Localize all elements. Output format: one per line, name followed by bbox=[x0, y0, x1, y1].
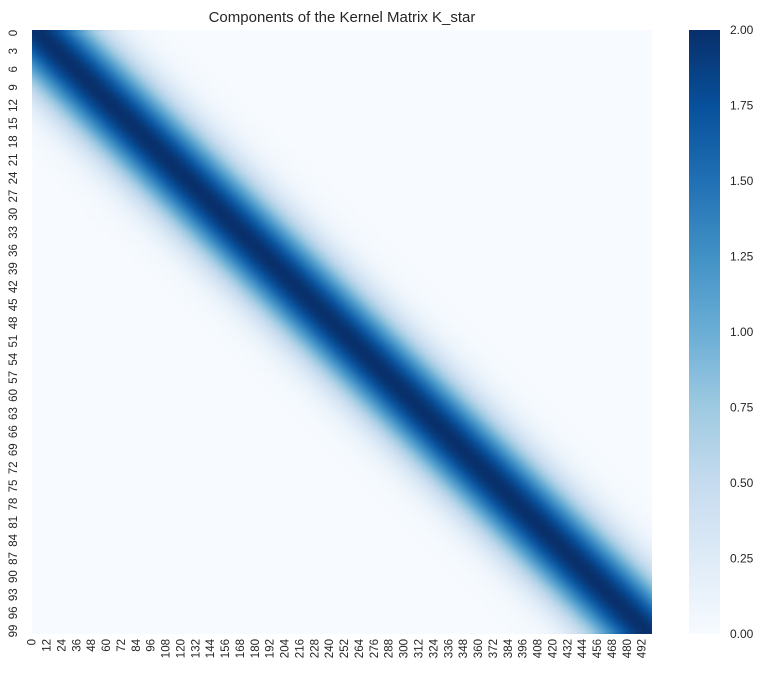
y-tick-label: 12 bbox=[8, 99, 20, 112]
y-tick-label: 33 bbox=[8, 226, 20, 239]
x-tick-label: 336 bbox=[443, 639, 455, 658]
x-tick-label: 84 bbox=[131, 638, 143, 651]
x-tick-label: 156 bbox=[220, 639, 232, 658]
colorbar-tick-label: 0.75 bbox=[730, 401, 754, 415]
y-tick-label: 72 bbox=[8, 462, 20, 475]
y-tick-label: 63 bbox=[8, 407, 20, 420]
y-tick-label: 18 bbox=[8, 135, 20, 148]
y-tick-label: 9 bbox=[8, 84, 20, 90]
x-tick-label: 420 bbox=[547, 639, 559, 658]
colorbar-tick-label: 1.00 bbox=[730, 325, 754, 339]
x-tick-label: 96 bbox=[146, 639, 158, 652]
x-tick-label: 204 bbox=[280, 638, 292, 658]
colorbar-tick-label: 0.25 bbox=[730, 552, 754, 566]
x-tick-label: 180 bbox=[250, 639, 262, 658]
y-axis-ticks: 0369121518212427303336394245485154576063… bbox=[8, 30, 20, 638]
x-tick-label: 468 bbox=[607, 639, 619, 658]
y-tick-label: 45 bbox=[8, 298, 20, 311]
y-tick-label: 99 bbox=[8, 625, 20, 638]
x-tick-label: 264 bbox=[354, 638, 366, 658]
y-tick-label: 87 bbox=[8, 552, 20, 565]
x-tick-label: 372 bbox=[488, 639, 500, 658]
colorbar-tick-label: 1.75 bbox=[730, 99, 754, 113]
y-tick-label: 39 bbox=[8, 262, 20, 275]
x-tick-label: 0 bbox=[27, 639, 39, 645]
x-tick-label: 228 bbox=[309, 639, 321, 658]
x-tick-label: 300 bbox=[399, 639, 411, 658]
x-tick-label: 36 bbox=[71, 639, 83, 652]
x-tick-label: 48 bbox=[86, 639, 98, 652]
colorbar-gradient bbox=[689, 30, 720, 634]
chart-title: Components of the Kernel Matrix K_star bbox=[209, 9, 476, 26]
x-tick-label: 144 bbox=[205, 638, 217, 658]
x-tick-label: 12 bbox=[42, 639, 54, 652]
colorbar-tick-label: 1.25 bbox=[730, 250, 754, 264]
y-tick-label: 96 bbox=[8, 606, 20, 619]
heatmap-area bbox=[32, 30, 652, 634]
x-tick-label: 456 bbox=[592, 639, 604, 658]
x-tick-label: 444 bbox=[577, 638, 589, 658]
colorbar-tick-label: 1.50 bbox=[730, 174, 754, 188]
heatmap-cells bbox=[32, 30, 652, 634]
x-tick-label: 72 bbox=[116, 639, 128, 652]
x-tick-label: 240 bbox=[324, 639, 336, 658]
y-tick-label: 66 bbox=[8, 425, 20, 438]
y-tick-label: 57 bbox=[8, 371, 20, 384]
x-tick-label: 480 bbox=[622, 639, 634, 658]
x-tick-label: 408 bbox=[533, 639, 545, 658]
y-tick-label: 81 bbox=[8, 516, 20, 529]
x-tick-label: 396 bbox=[518, 639, 530, 658]
colorbar-tick-label: 2.00 bbox=[730, 23, 754, 37]
colorbar-ticks: 0.00 0.25 0.50 0.75 1.00 1.25 1.50 1.75 2.00 bbox=[720, 23, 754, 641]
y-tick-label: 90 bbox=[8, 570, 20, 583]
y-tick-label: 60 bbox=[8, 389, 20, 402]
x-tick-label: 312 bbox=[414, 639, 426, 658]
y-tick-label: 78 bbox=[8, 498, 20, 511]
y-tick-label: 24 bbox=[8, 171, 20, 184]
y-tick-label: 54 bbox=[8, 352, 20, 365]
colorbar: 0.00 0.25 0.50 0.75 1.00 1.25 1.50 1.75 2.00 bbox=[689, 23, 754, 641]
y-tick-label: 93 bbox=[8, 588, 20, 601]
x-tick-label: 120 bbox=[175, 639, 187, 658]
y-tick-label: 27 bbox=[8, 190, 20, 203]
x-tick-label: 276 bbox=[369, 639, 381, 658]
x-tick-label: 132 bbox=[190, 639, 202, 658]
x-tick-label: 360 bbox=[473, 639, 485, 658]
y-tick-label: 48 bbox=[8, 317, 20, 330]
colorbar-tick-label: 0.00 bbox=[730, 627, 754, 641]
y-tick-label: 84 bbox=[8, 533, 20, 546]
y-tick-label: 36 bbox=[8, 244, 20, 257]
x-tick-label: 60 bbox=[101, 639, 113, 652]
colorbar-tick-label: 0.50 bbox=[730, 476, 754, 490]
y-tick-label: 15 bbox=[8, 117, 20, 130]
x-tick-label: 168 bbox=[235, 639, 247, 658]
y-tick-label: 51 bbox=[8, 335, 20, 348]
y-tick-label: 69 bbox=[8, 443, 20, 456]
y-tick-label: 21 bbox=[8, 153, 20, 166]
x-tick-label: 192 bbox=[265, 639, 277, 658]
y-tick-label: 6 bbox=[8, 66, 20, 72]
x-tick-label: 348 bbox=[458, 639, 470, 658]
x-axis-ticks: 0 12 24 36 48 60 72 84 96 108 120 132 144 156 168 180 19… bbox=[27, 634, 649, 658]
x-tick-label: 252 bbox=[339, 639, 351, 658]
x-tick-label: 288 bbox=[384, 639, 396, 658]
y-tick-label: 0 bbox=[8, 30, 20, 36]
y-tick-label: 42 bbox=[8, 280, 20, 293]
x-tick-label: 108 bbox=[161, 639, 173, 658]
x-tick-label: 324 bbox=[428, 638, 440, 658]
x-tick-label: 432 bbox=[562, 639, 574, 658]
x-tick-label: 492 bbox=[637, 639, 649, 658]
x-tick-label: 216 bbox=[294, 639, 306, 658]
y-tick-label: 3 bbox=[8, 48, 20, 54]
y-tick-label: 30 bbox=[8, 208, 20, 221]
y-tick-label: 75 bbox=[8, 480, 20, 493]
x-tick-label: 384 bbox=[503, 638, 515, 658]
x-tick-label: 24 bbox=[56, 638, 68, 651]
